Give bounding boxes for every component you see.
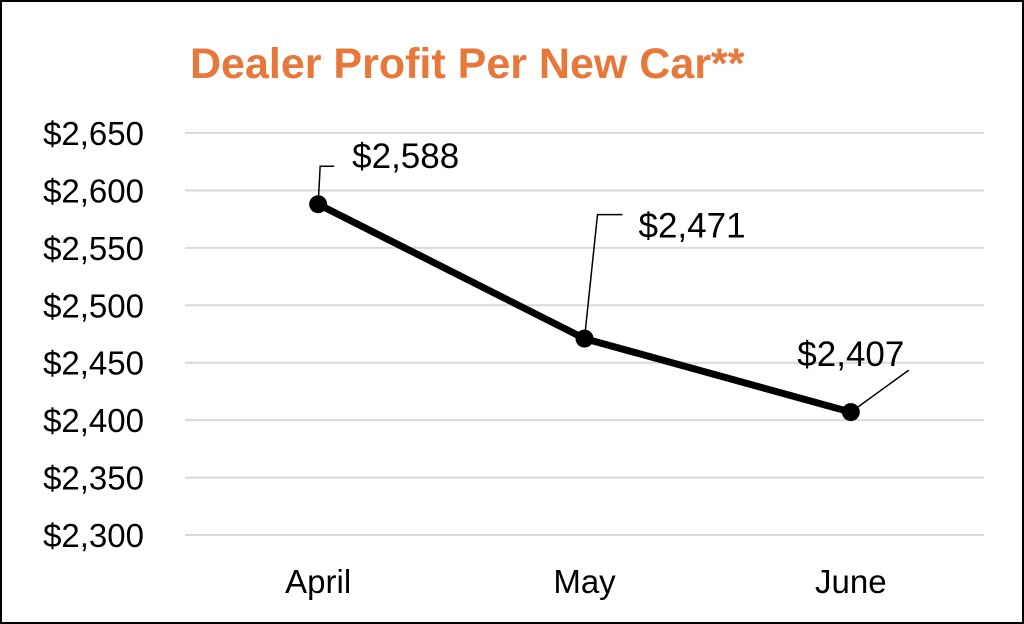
series-line-layer — [314, 200, 855, 416]
x-tick-label: June — [815, 563, 887, 600]
data-label: $2,588 — [352, 137, 459, 176]
data-point — [575, 329, 594, 348]
y-tick-label: $2,650 — [43, 115, 144, 152]
y-tick-label: $2,350 — [43, 460, 144, 497]
chart-title: Dealer Profit Per New Car** — [190, 40, 745, 88]
y-tick-label: $2,300 — [43, 517, 144, 554]
data-point — [309, 195, 328, 214]
y-tick-label: $2,450 — [43, 345, 144, 382]
data-label-leaders — [317, 165, 910, 413]
y-axis-tick-labels: $2,300 $2,350 $2,400 $2,450 $2,500 $2,550 $2,6… — [43, 115, 144, 554]
y-tick-label: $2,600 — [43, 172, 144, 209]
y-tick-label: $2,400 — [43, 402, 144, 439]
data-label: $2,407 — [797, 335, 904, 374]
x-tick-label: May — [553, 563, 616, 600]
data-label-leader — [583, 213, 623, 339]
data-point — [841, 403, 860, 422]
data-label-leader — [850, 369, 910, 413]
x-tick-label: April — [285, 563, 351, 600]
y-tick-label: $2,500 — [43, 287, 144, 324]
data-label-leader — [317, 165, 335, 205]
data-labels: $2,588 $2,471 $2,407 — [352, 137, 904, 374]
data-label: $2,471 — [639, 207, 746, 246]
series-line — [314, 200, 855, 416]
x-axis-tick-labels: April May June — [285, 563, 886, 600]
y-tick-label: $2,550 — [43, 230, 144, 267]
data-points — [309, 195, 860, 422]
